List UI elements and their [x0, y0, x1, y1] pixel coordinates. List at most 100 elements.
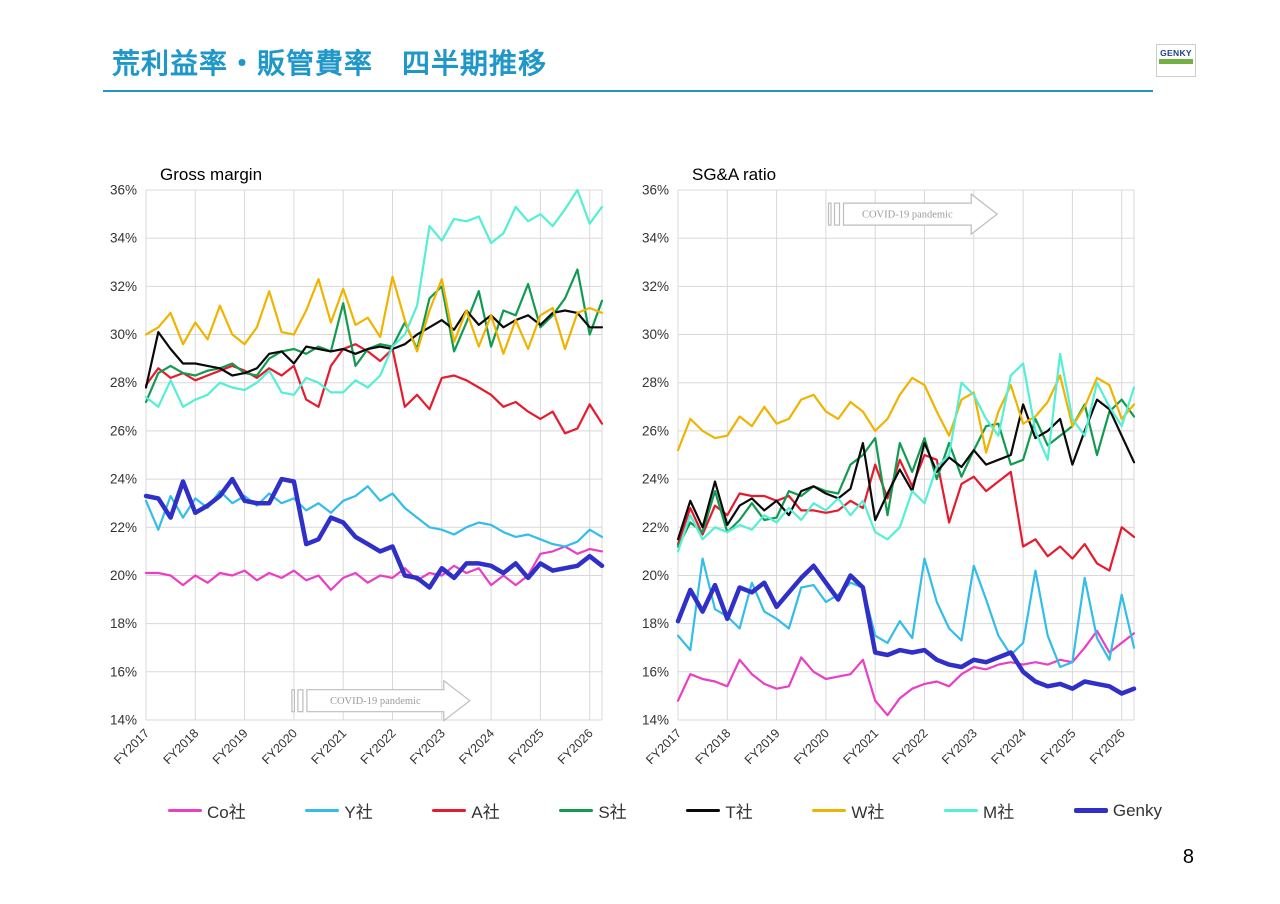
y-axis-labels: 14% 16% 18% 20% 22% 24% 26% 28% 30% 32% 34% 36%	[110, 183, 137, 728]
legend-item: S社	[559, 798, 627, 823]
svg-text:FY2020: FY2020	[791, 726, 832, 767]
svg-text:FY2022: FY2022	[890, 726, 931, 767]
svg-text:FY2024: FY2024	[456, 726, 497, 767]
series-line	[676, 453, 1136, 572]
genky-logo-bar	[1159, 59, 1193, 64]
series-line	[144, 275, 604, 355]
legend-item: Genky	[1073, 800, 1162, 821]
svg-text:28%: 28%	[642, 375, 669, 390]
svg-text:FY2019: FY2019	[210, 726, 251, 767]
legend-item: Co社	[168, 798, 246, 823]
chart-title: Gross margin	[160, 165, 262, 184]
legend-line-sample	[944, 809, 979, 812]
legend-label: S社	[598, 803, 627, 822]
legend-label: T社	[725, 803, 753, 822]
svg-text:26%: 26%	[642, 423, 669, 438]
svg-text:FY2023: FY2023	[407, 726, 448, 767]
legend-item: Y社	[305, 798, 373, 823]
svg-text:32%: 32%	[110, 279, 137, 294]
series-line	[676, 398, 1136, 548]
svg-text:FY2021: FY2021	[308, 726, 349, 767]
svg-text:14%: 14%	[642, 713, 669, 728]
svg-text:24%: 24%	[110, 472, 137, 487]
svg-text:16%: 16%	[110, 664, 137, 679]
svg-text:20%: 20%	[642, 568, 669, 583]
svg-text:FY2026: FY2026	[1087, 726, 1128, 767]
svg-text:FY2025: FY2025	[506, 726, 547, 767]
svg-text:18%: 18%	[642, 616, 669, 631]
sgna-ratio-chart: 14% 16% 18% 20% 22% 24% 26% 28% 30% 32% 34% 36% FY20…	[642, 165, 1137, 767]
gross-margin-chart: 14% 16% 18% 20% 22% 24% 26% 28% 30% 32% 34% 36% FY20…	[110, 165, 605, 767]
svg-text:FY2017: FY2017	[643, 726, 684, 767]
legend-item: A社	[432, 798, 500, 823]
svg-text:14%: 14%	[110, 713, 137, 728]
series-line	[676, 398, 1136, 541]
covid-annotation-text: COVID-19 pandemic	[862, 210, 953, 221]
svg-text:16%: 16%	[642, 664, 669, 679]
svg-text:24%: 24%	[642, 472, 669, 487]
svg-text:36%: 36%	[110, 183, 137, 198]
gridlines	[677, 189, 1135, 721]
legend-item: T社	[686, 798, 753, 823]
series-line	[144, 485, 604, 548]
svg-text:28%: 28%	[110, 375, 137, 390]
svg-text:FY2024: FY2024	[988, 726, 1029, 767]
legend-item: M社	[944, 798, 1014, 823]
svg-text:34%: 34%	[110, 231, 137, 246]
svg-text:32%: 32%	[642, 279, 669, 294]
legend-line-sample	[812, 809, 847, 812]
gridlines	[145, 189, 603, 721]
genky-logo: GENKY	[1156, 44, 1196, 77]
legend-label: Co社	[207, 803, 246, 822]
svg-text:26%: 26%	[110, 423, 137, 438]
svg-text:22%: 22%	[110, 520, 137, 535]
series-line	[676, 629, 1136, 717]
genky-logo-text: GENKY	[1160, 48, 1192, 58]
svg-text:30%: 30%	[642, 327, 669, 342]
svg-text:FY2025: FY2025	[1038, 726, 1079, 767]
legend-label: W社	[851, 803, 885, 822]
title-underline	[103, 90, 1153, 92]
legend-item: W社	[812, 798, 884, 823]
x-axis-labels: FY2017 FY2018 FY2019 FY2020 FY2021 FY2022 FY20…	[111, 726, 596, 767]
svg-text:20%: 20%	[110, 568, 137, 583]
series-line	[144, 188, 604, 408]
series-lines	[675, 352, 1137, 717]
legend-line-sample	[686, 809, 721, 812]
svg-text:36%: 36%	[642, 183, 669, 198]
svg-text:FY2019: FY2019	[742, 726, 783, 767]
svg-text:22%: 22%	[642, 520, 669, 535]
x-axis-labels: FY2017 FY2018 FY2019 FY2020 FY2021 FY2022 FY20…	[643, 726, 1128, 767]
legend-label: A社	[471, 803, 500, 822]
covid-annotation: COVID-19 pandemic	[291, 679, 471, 722]
svg-text:FY2017: FY2017	[111, 726, 152, 767]
page-title: 荒利益率・販管費率 四半期推移	[112, 48, 548, 79]
svg-text:FY2020: FY2020	[259, 726, 300, 767]
legend-line-sample	[168, 809, 202, 812]
series-line	[675, 563, 1137, 696]
legend-label: M社	[983, 803, 1015, 822]
legend-line-sample	[305, 809, 340, 812]
legend-line-sample	[432, 809, 467, 812]
y-axis-labels: 14% 16% 18% 20% 22% 24% 26% 28% 30% 32% 34% 36%	[642, 183, 669, 728]
legend-label: Genky	[1112, 800, 1162, 820]
svg-text:FY2026: FY2026	[555, 726, 596, 767]
covid-annotation: COVID-19 pandemic	[827, 192, 999, 236]
series-line	[143, 476, 605, 590]
svg-text:FY2023: FY2023	[939, 726, 980, 767]
series-line	[676, 352, 1136, 553]
svg-text:FY2021: FY2021	[840, 726, 881, 767]
series-line	[676, 557, 1136, 669]
covid-annotation-text: COVID-19 pandemic	[330, 696, 421, 707]
legend-line-sample	[1073, 808, 1108, 813]
chart-title: SG&A ratio	[692, 165, 776, 184]
svg-text:34%: 34%	[642, 231, 669, 246]
page-number: 8	[1182, 846, 1194, 868]
legend-line-sample	[559, 809, 594, 812]
svg-text:FY2018: FY2018	[693, 726, 734, 767]
svg-text:30%: 30%	[110, 327, 137, 342]
svg-text:FY2018: FY2018	[161, 726, 202, 767]
svg-text:18%: 18%	[110, 616, 137, 631]
series-lines	[143, 188, 605, 591]
